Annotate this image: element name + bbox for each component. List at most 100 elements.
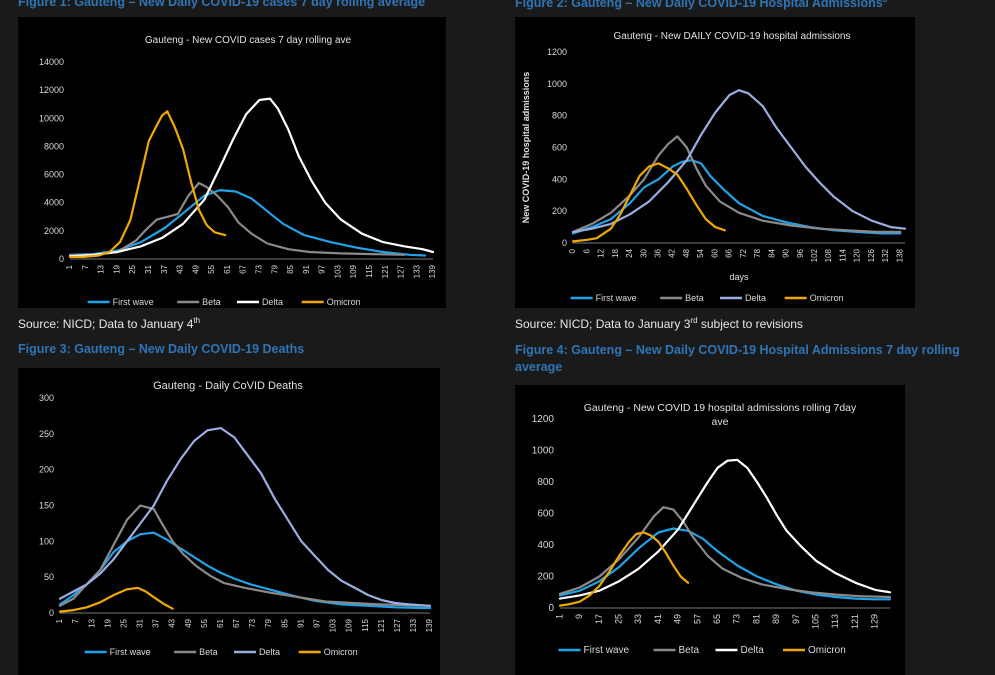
x-tick-label: 43: [176, 264, 185, 273]
legend-label: First wave: [110, 647, 151, 657]
y-tick-label: 200: [39, 465, 54, 475]
legend-item-first-wave: First wave: [84, 647, 151, 657]
x-tick-label: 24: [625, 248, 634, 257]
y-tick-label: 600: [537, 509, 554, 520]
y-tick-label: 8000: [44, 141, 64, 151]
x-tick-label: 121: [381, 264, 390, 278]
legend-label: Delta: [741, 645, 765, 656]
legend-item-omicron: Omicron: [783, 645, 846, 656]
y-tick-label: 0: [59, 254, 64, 264]
x-tick-label: 73: [255, 264, 264, 273]
x-tick-label: 25: [613, 614, 623, 624]
series-line-first-wave: [571, 159, 902, 235]
x-tick-label: 97: [318, 264, 327, 273]
y-tick-label: 800: [537, 477, 554, 488]
x-tick-label: 97: [313, 618, 322, 627]
x-tick-label: 0: [568, 248, 577, 253]
x-tick-label: 133: [409, 618, 418, 632]
series-line-omicron: [68, 110, 227, 258]
x-tick-label: 65: [712, 614, 722, 624]
x-tick-label: 49: [191, 264, 200, 273]
x-tick-label: 103: [333, 264, 342, 278]
legend-item-delta: Delta: [233, 647, 280, 657]
series-line-first-wave: [58, 531, 432, 610]
x-tick-label: 33: [633, 614, 643, 624]
figure2-source-sup: rd: [690, 316, 698, 325]
figure3-chart: Gauteng - Daily CoVID Deaths 0 50 100 150 200…: [39, 380, 434, 657]
figure2-source-text: Source: NICD; Data to January 3: [515, 317, 691, 331]
x-tick-label: 114: [838, 248, 847, 261]
y-tick-label: 0: [548, 603, 554, 614]
x-tick-label: 1: [554, 614, 564, 619]
figure2-panel: Gauteng - New DAILY COVID-19 hospital ad…: [515, 17, 915, 308]
y-tick-label: 1200: [547, 47, 567, 57]
figure2-caption: Figure 2: Gauteng – New Daily COVID-19 H…: [515, 0, 887, 10]
x-tick-label: 67: [232, 618, 241, 627]
x-tick-label: 55: [207, 264, 216, 273]
y-tick-label: 800: [552, 111, 567, 121]
x-tick-label: 36: [653, 248, 662, 257]
legend-label: Beta: [202, 297, 221, 307]
x-tick-label: 79: [270, 264, 279, 273]
x-tick-label: 25: [119, 618, 128, 627]
y-tick-label: 100: [39, 536, 54, 546]
x-tick-label: 61: [223, 264, 232, 273]
x-tick-label: 49: [673, 614, 683, 624]
legend-item-delta: Delta: [715, 645, 765, 656]
legend-label: First wave: [113, 297, 154, 307]
x-tick-label: 81: [751, 614, 761, 624]
x-tick-label: 17: [594, 614, 604, 624]
x-tick-label: 85: [286, 264, 295, 273]
x-tick-label: 48: [682, 248, 691, 257]
y-tick-label: 1000: [547, 79, 567, 89]
figure2-source-tail: subject to revisions: [697, 317, 803, 331]
x-tick-label: 66: [725, 248, 734, 257]
figure4-caption: Figure 4: Gauteng – New Daily COVID-19 H…: [515, 343, 960, 374]
legend-item-first-wave: First wave: [87, 297, 154, 307]
figure1-chart: Gauteng - New COVID cases 7 day rolling …: [39, 35, 437, 307]
figure2-source: Source: NICD; Data to January 3rd subjec…: [515, 316, 803, 331]
y-tick-label: 150: [39, 501, 54, 511]
series-line-delta: [558, 458, 892, 600]
x-tick-label: 121: [850, 614, 860, 629]
x-tick-label: 90: [782, 248, 791, 257]
x-tick-label: 67: [239, 264, 248, 273]
y-tick-label: 2000: [44, 226, 64, 236]
x-tick-label: 115: [361, 618, 370, 631]
x-tick-label: 30: [639, 248, 648, 257]
legend-item-beta: Beta: [653, 645, 700, 656]
x-tick-label: 127: [393, 618, 402, 632]
x-tick-label: 12: [597, 248, 606, 257]
legend-item-delta: Delta: [719, 293, 766, 303]
y-tick-label: 50: [44, 572, 54, 582]
legend-item-beta: Beta: [177, 297, 221, 307]
x-tick-label: 109: [345, 618, 354, 632]
x-tick-label: 19: [103, 618, 112, 627]
x-tick-label: 129: [870, 614, 880, 629]
x-tick-label: 1: [65, 264, 74, 269]
legend-label: Beta: [679, 645, 700, 656]
series-line-delta: [68, 97, 435, 258]
legend-label: Omicron: [327, 297, 361, 307]
x-tick-label: 113: [830, 614, 840, 628]
x-tick-label: 78: [753, 248, 762, 257]
x-tick-label: 41: [653, 614, 663, 624]
x-tick-label: 73: [732, 614, 742, 624]
x-tick-label: 42: [668, 248, 677, 257]
x-tick-label: 139: [428, 264, 437, 278]
legend-label: Omicron: [324, 647, 358, 657]
series-line-first-wave: [68, 189, 427, 257]
x-tick-label: 60: [710, 248, 719, 257]
x-tick-label: 19: [112, 264, 121, 273]
x-tick-label: 7: [81, 264, 90, 269]
y-tick-label: 200: [552, 206, 567, 216]
series-line-beta: [558, 506, 892, 599]
y-tick-label: 0: [49, 608, 54, 618]
legend-item-omicron: Omicron: [784, 293, 844, 303]
x-tick-label: 84: [767, 248, 776, 257]
x-tick-label: 57: [692, 614, 702, 624]
x-tick-label: 25: [128, 264, 137, 273]
figure3-caption: Figure 3: Gauteng – New Daily COVID-19 D…: [18, 342, 305, 356]
x-tick-label: 1: [55, 618, 64, 623]
x-tick-label: 6: [582, 248, 591, 253]
